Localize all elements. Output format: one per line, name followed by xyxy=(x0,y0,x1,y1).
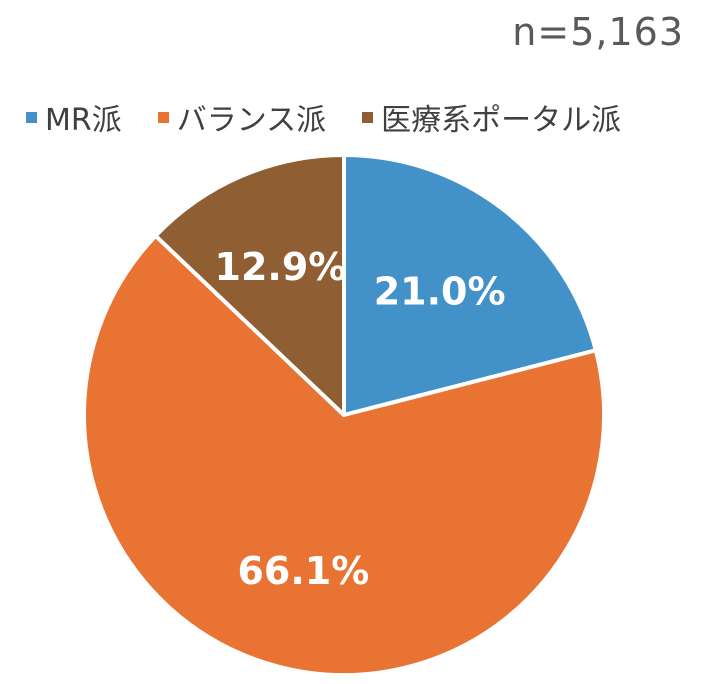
slice-label-mr: 21.0% xyxy=(374,270,506,314)
slice-portal xyxy=(153,153,346,417)
legend-swatch-balance xyxy=(157,111,169,123)
legend-label-portal: 医療系ポータル派 xyxy=(381,103,622,138)
sample-size-label: n=5,163 xyxy=(512,10,684,54)
legend-swatch-portal xyxy=(362,111,374,123)
legend-swatch-mr xyxy=(26,111,37,123)
slice-label-balance: 66.1% xyxy=(237,549,369,593)
chart-legend: MR派 バランス派 医療系ポータル派 xyxy=(26,95,621,139)
slice-balance xyxy=(82,233,606,677)
pie-slices xyxy=(82,153,606,677)
pie-labels: 21.0% 66.1% 12.9% xyxy=(215,245,506,593)
slice-mr xyxy=(342,153,598,417)
legend-item-portal: 医療系ポータル派 xyxy=(362,95,621,139)
legend-label-mr: MR派 xyxy=(45,103,122,138)
legend-label-balance: バランス派 xyxy=(176,103,327,138)
legend-item-mr: MR派 xyxy=(26,95,122,139)
slice-label-portal: 12.9% xyxy=(215,245,347,289)
legend-item-balance: バランス派 xyxy=(157,95,327,139)
